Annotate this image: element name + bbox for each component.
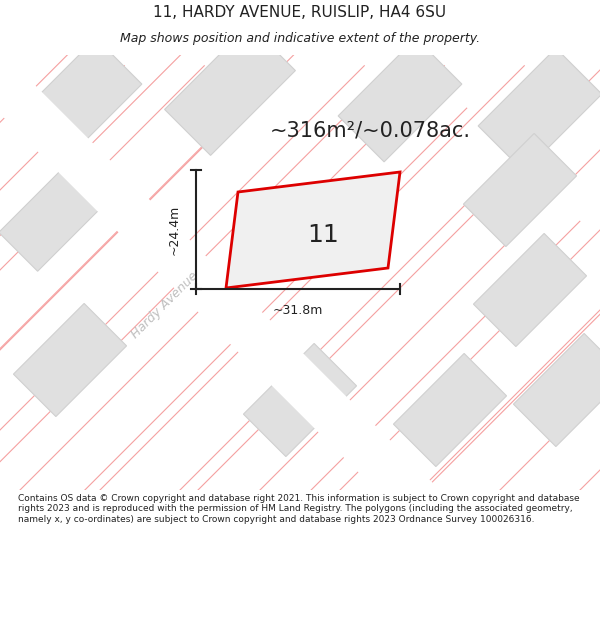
Polygon shape [478, 48, 600, 172]
Polygon shape [18, 38, 142, 162]
Polygon shape [394, 353, 506, 467]
Polygon shape [244, 343, 356, 457]
Text: ~24.4m: ~24.4m [167, 204, 181, 254]
Text: Contains OS data © Crown copyright and database right 2021. This information is : Contains OS data © Crown copyright and d… [18, 494, 580, 524]
Polygon shape [514, 333, 600, 447]
Polygon shape [226, 172, 400, 288]
Polygon shape [0, 169, 101, 271]
Text: ~31.8m: ~31.8m [273, 304, 323, 318]
Polygon shape [164, 24, 295, 156]
Polygon shape [0, 0, 524, 606]
Text: Hardy Avenue: Hardy Avenue [129, 269, 201, 341]
Polygon shape [338, 38, 462, 162]
Polygon shape [13, 303, 127, 417]
Text: 11, HARDY AVENUE, RUISLIP, HA4 6SU: 11, HARDY AVENUE, RUISLIP, HA4 6SU [154, 4, 446, 19]
Polygon shape [473, 233, 587, 347]
Text: ~316m²/~0.078ac.: ~316m²/~0.078ac. [269, 120, 470, 140]
Text: Map shows position and indicative extent of the property.: Map shows position and indicative extent… [120, 32, 480, 45]
Polygon shape [463, 133, 577, 247]
Text: 11: 11 [307, 223, 339, 247]
